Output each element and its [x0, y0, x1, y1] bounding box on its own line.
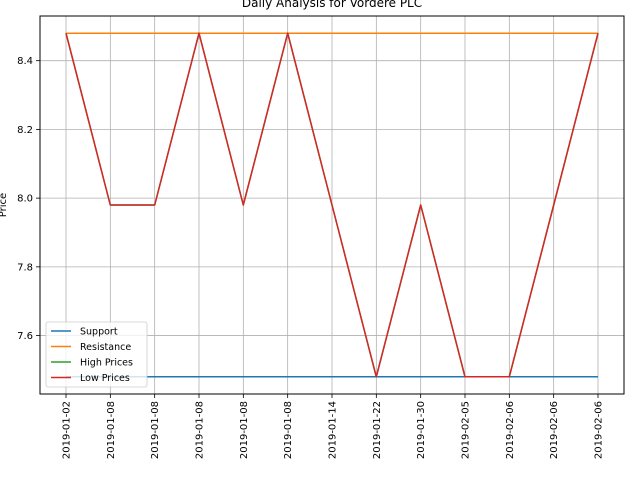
x-tick-label: 2019-01-08: [195, 401, 206, 459]
y-tick-label: 7.8: [17, 262, 33, 273]
grid-lines: [40, 16, 624, 394]
x-tick-label: 2019-02-06: [594, 401, 605, 459]
legend-box: [45, 321, 148, 388]
y-axis-label: Price: [0, 193, 9, 217]
legend: Support Resistance High Prices Low Prices: [45, 321, 148, 388]
series-line-low-prices: [65, 32, 599, 378]
x-tick-label: 2019-01-22: [372, 401, 383, 459]
y-tick-label: 8.0: [17, 194, 33, 205]
x-tick-label: 2019-01-08: [239, 401, 250, 459]
y-tick-label: 8.2: [17, 125, 33, 136]
legend-label-low-prices: Low Prices: [80, 373, 130, 384]
x-tick-label: 2019-01-08: [106, 401, 117, 459]
y-axis-ticks: 7.6 7.8 8.0 8.2 8.4: [17, 56, 40, 342]
x-axis-ticks: 2019-01-02 2019-01-08 2019-01-08 2019-01-08…: [62, 394, 605, 459]
x-tick-label: 2019-01-08: [150, 401, 161, 459]
x-tick-label: 2019-02-05: [461, 401, 472, 459]
series-lines: [65, 32, 599, 378]
legend-label-high-prices: High Prices: [80, 358, 133, 369]
y-tick-label: 8.4: [17, 56, 33, 67]
x-tick-label: 2019-02-06: [505, 401, 516, 459]
x-tick-label: 2019-01-14: [328, 401, 339, 459]
x-tick-label: 2019-01-30: [416, 401, 427, 459]
chart-title: Daily Analysis for Vordere PLC: [242, 0, 422, 10]
x-tick-label: 2019-02-06: [549, 401, 560, 459]
x-tick-label: 2019-01-08: [283, 401, 294, 459]
legend-label-support: Support: [80, 327, 118, 338]
x-tick-label: 2019-01-02: [62, 401, 73, 459]
y-tick-label: 7.6: [17, 331, 33, 342]
legend-label-resistance: Resistance: [80, 342, 131, 353]
